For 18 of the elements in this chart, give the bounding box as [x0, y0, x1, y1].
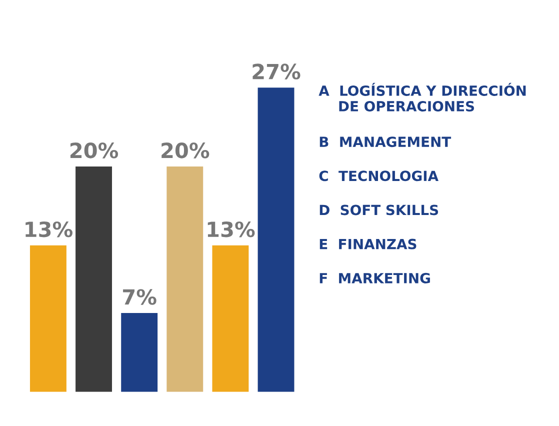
bar — [121, 313, 158, 392]
data-label: 20% — [70, 142, 118, 158]
data-label: 20% — [162, 142, 210, 158]
text: E FINANZAS — [320, 238, 416, 250]
bar — [76, 166, 112, 392]
text: A LOGÍSTICA Y DIRECCIÓN DE OPERACIONES — [318, 82, 526, 112]
text: F MARKETING — [320, 272, 430, 284]
data-label: 7% — [123, 289, 156, 305]
data-label: 13% — [208, 221, 255, 238]
data-label: 13% — [26, 221, 72, 238]
text: B MANAGEMENT — [320, 136, 452, 148]
bar — [258, 88, 294, 392]
text: D SOFT SKILLS — [320, 204, 438, 216]
bar — [30, 245, 66, 392]
data-label: 27% — [252, 64, 300, 80]
text: C TECNOLOGIA — [319, 170, 438, 182]
bar — [212, 245, 249, 392]
bar — [166, 166, 204, 392]
